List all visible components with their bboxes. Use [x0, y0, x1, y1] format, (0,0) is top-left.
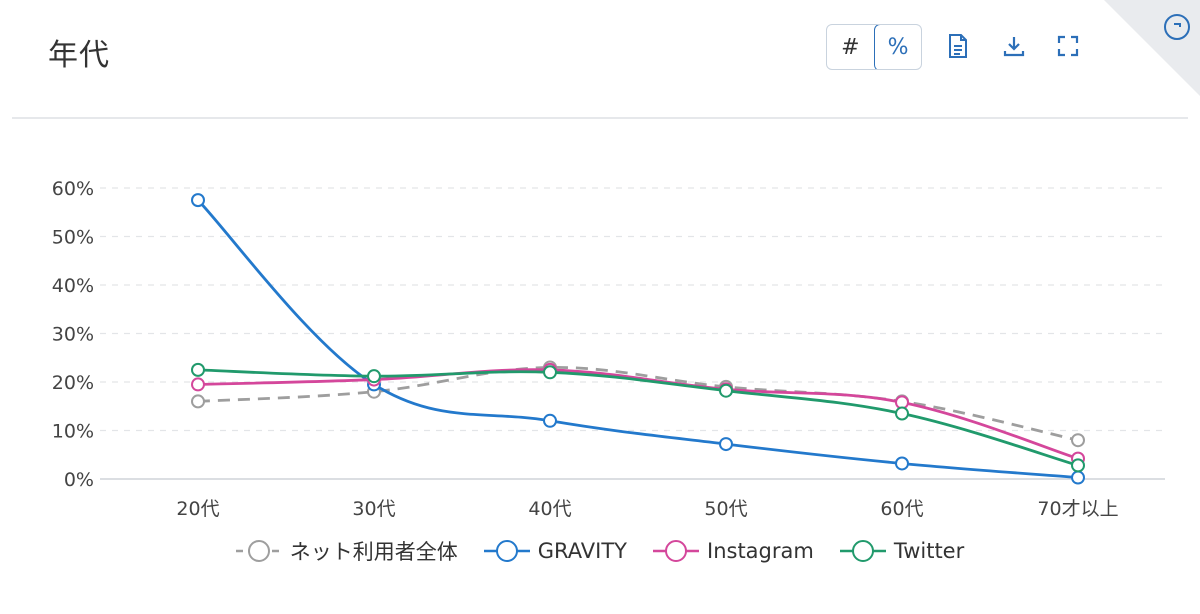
data-point[interactable] — [895, 456, 909, 471]
data-point[interactable] — [191, 377, 205, 392]
legend-marker-icon — [483, 540, 530, 562]
fullscreen-icon[interactable] — [1054, 32, 1082, 60]
document-icon[interactable] — [944, 32, 972, 60]
corner-fold — [1104, 0, 1200, 96]
y-tick-label: 20% — [52, 372, 94, 394]
data-point[interactable] — [543, 413, 557, 428]
data-point[interactable] — [191, 193, 205, 208]
line-chart: 0% 10% 20% 30% 40% 50% 60% 20代 30代 40代 50代 60代 70才以上 — [52, 178, 1165, 520]
series-line — [197, 366, 1079, 442]
download-icon[interactable] — [1000, 32, 1028, 60]
x-tick-label: 70才以上 — [1037, 498, 1118, 520]
legend-item[interactable]: GRAVITY — [483, 536, 627, 566]
display-mode-toggle[interactable]: # % — [826, 24, 922, 70]
data-point[interactable] — [1071, 433, 1085, 448]
legend-label: Instagram — [707, 539, 814, 563]
legend-item[interactable]: Twitter — [839, 536, 965, 566]
legend-marker-icon — [653, 540, 699, 562]
legend-item[interactable]: ネット利用者全体 — [235, 536, 458, 566]
y-tick-label: 60% — [52, 178, 94, 200]
legend-label: ネット利用者全体 — [289, 540, 458, 564]
legend-item[interactable]: Instagram — [653, 536, 814, 566]
percent-toggle-button[interactable]: % — [873, 25, 921, 69]
count-toggle-button[interactable]: # — [841, 34, 860, 60]
legend-label: GRAVITY — [537, 539, 627, 563]
data-point[interactable] — [895, 406, 909, 421]
data-point[interactable] — [191, 362, 205, 377]
data-point[interactable] — [1071, 470, 1085, 485]
header-divider — [12, 117, 1188, 119]
y-tick-label: 40% — [52, 275, 94, 297]
y-tick-label: 30% — [52, 324, 94, 346]
data-point[interactable] — [719, 437, 733, 452]
data-point[interactable] — [719, 383, 733, 398]
data-point[interactable] — [367, 369, 381, 384]
chart-legend: ネット利用者全体 GRAVITY Instagram Twitter — [0, 536, 1200, 566]
data-point[interactable] — [543, 365, 557, 380]
legend-label: Twitter — [893, 539, 965, 563]
y-tick-label: 0% — [64, 469, 94, 491]
data-point[interactable] — [191, 394, 205, 409]
series-line — [197, 368, 1079, 467]
series-line — [197, 368, 1079, 460]
x-tick-label: 50代 — [704, 498, 747, 520]
x-tick-label: 60代 — [880, 498, 923, 520]
data-point[interactable] — [1071, 458, 1085, 473]
help-icon[interactable] — [1164, 14, 1190, 40]
series-line — [196, 199, 1079, 479]
card-title: 年代 — [48, 38, 110, 73]
y-tick-label: 50% — [52, 227, 94, 249]
legend-marker-icon — [235, 540, 282, 562]
legend-marker-icon — [839, 540, 886, 562]
y-tick-label: 10% — [52, 421, 94, 443]
x-tick-label: 30代 — [352, 498, 395, 520]
x-tick-label: 40代 — [528, 498, 571, 520]
x-tick-label: 20代 — [176, 498, 219, 520]
